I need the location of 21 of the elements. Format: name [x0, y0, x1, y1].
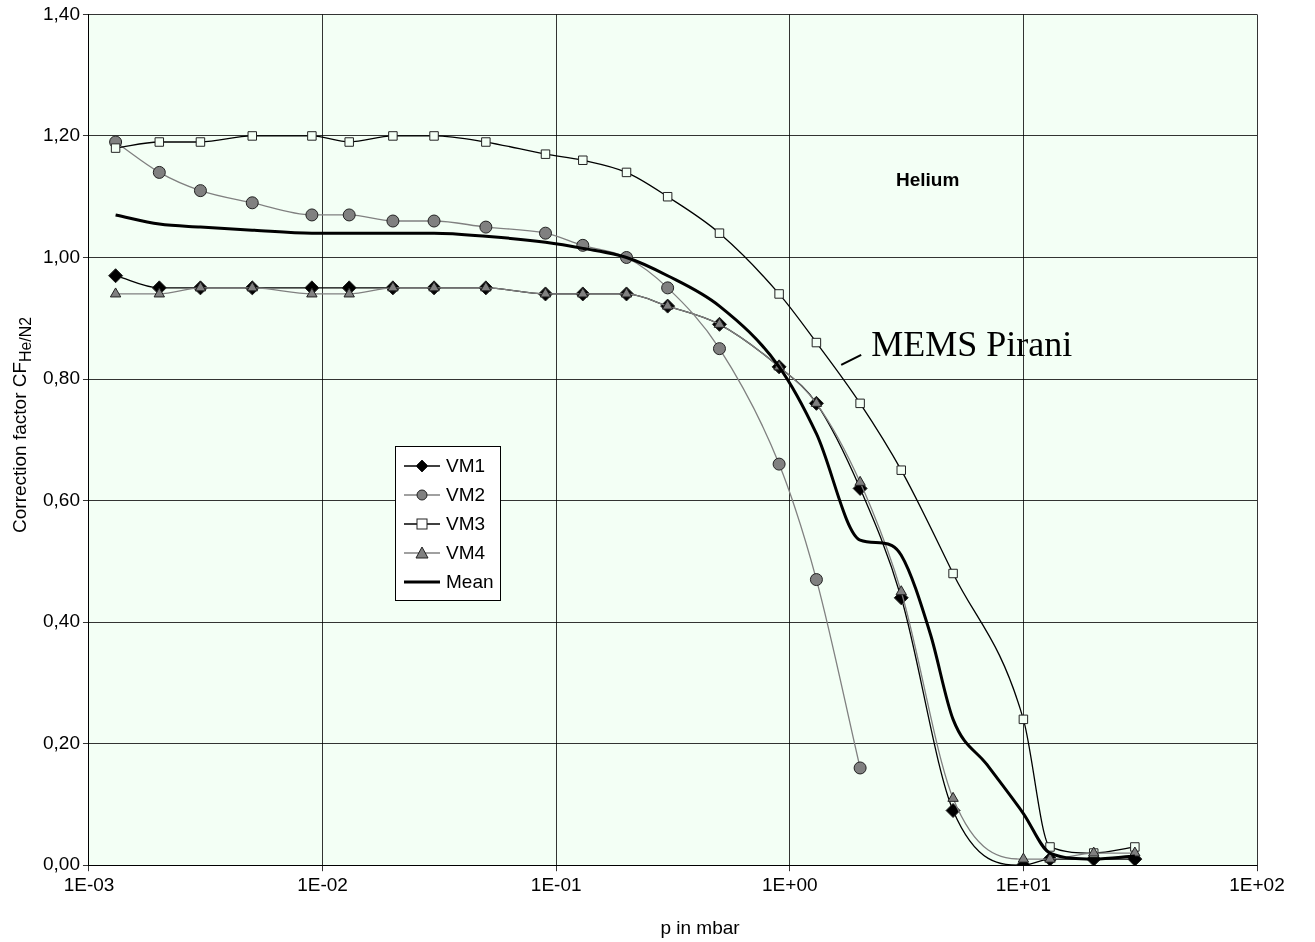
- legend-label: VM3: [446, 512, 486, 535]
- y-tick-label: 0,00: [43, 853, 80, 875]
- legend-label: VM1: [446, 454, 486, 477]
- x-tick-label: 1E+02: [1229, 873, 1285, 895]
- y-tick-label: 1,40: [43, 2, 80, 24]
- y-tick-label: 0,60: [43, 488, 80, 510]
- annotation: Helium: [895, 168, 960, 190]
- x-tick-label: 1E-03: [63, 873, 115, 895]
- x-tick-label: 1E-01: [530, 873, 582, 895]
- x-tick-label: 1E-02: [297, 873, 348, 895]
- y-tick-label: 1,20: [43, 124, 80, 146]
- x-tick-label: 1E+01: [995, 873, 1052, 895]
- y-tick-label: 0,20: [43, 731, 80, 753]
- x-tick-label: 1E+00: [762, 873, 818, 895]
- y-tick-label: 0,80: [43, 367, 80, 389]
- x-axis-title: p in mbar: [660, 917, 740, 939]
- legend-label: Mean: [446, 570, 494, 593]
- y-tick-label: 0,40: [43, 610, 80, 632]
- y-tick-label: 1,00: [43, 245, 80, 267]
- legend-label: VM2: [446, 483, 486, 506]
- legend-label: VM4: [446, 541, 486, 564]
